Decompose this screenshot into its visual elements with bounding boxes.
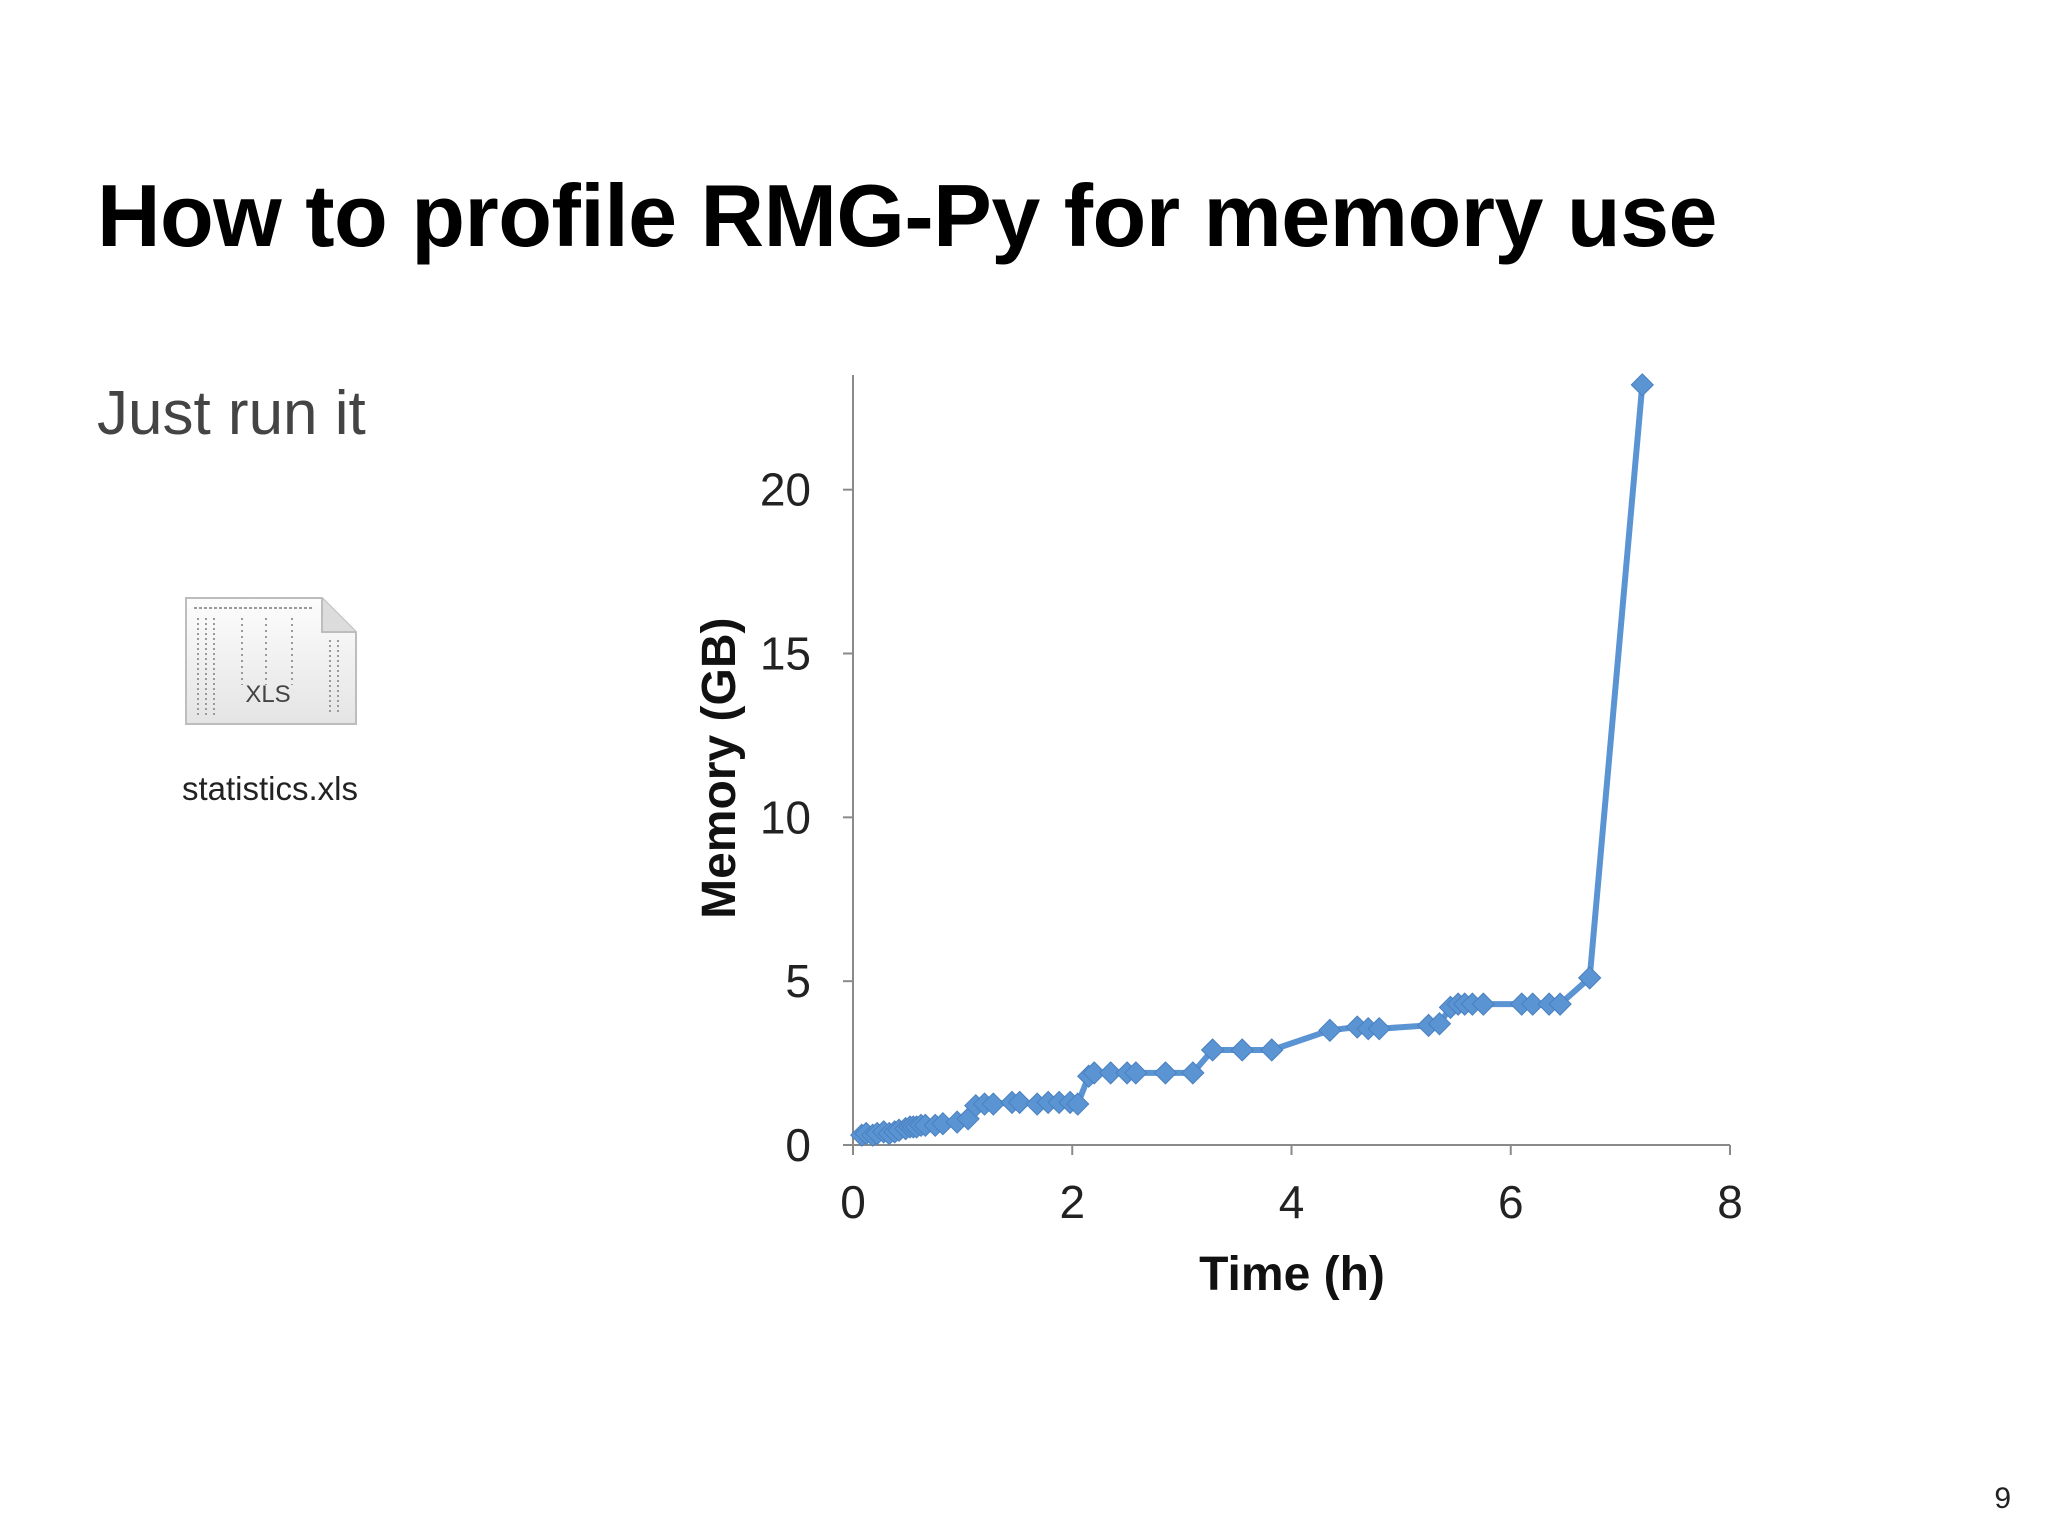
- y-tick-label: 10: [760, 791, 811, 843]
- y-axis-label: Memory (GB): [693, 618, 746, 919]
- data-point: [1153, 1061, 1178, 1085]
- chart-axes: [852, 375, 1730, 1146]
- data-point: [981, 1092, 1006, 1116]
- x-tick-label: 8: [1717, 1176, 1743, 1228]
- slide-title: How to profile RMG-Py for memory use: [97, 166, 1717, 265]
- x-tick-label: 6: [1498, 1176, 1524, 1228]
- page-number: 9: [1994, 1482, 2011, 1515]
- x-tick-label: 4: [1279, 1176, 1305, 1228]
- y-tick-label: 20: [760, 464, 811, 516]
- data-point: [1318, 1018, 1342, 1043]
- chart-series: [850, 373, 1655, 1147]
- data-point: [1230, 1038, 1254, 1062]
- xls-badge: XLS: [245, 681, 290, 708]
- y-tick-label: 0: [785, 1119, 811, 1171]
- xls-file-icon[interactable]: XLS: [180, 590, 360, 740]
- data-point: [1577, 966, 1602, 990]
- series-line: [860, 384, 1646, 1139]
- x-axis-label: Time (h): [1199, 1248, 1385, 1301]
- y-tick-label: 5: [785, 955, 811, 1007]
- file-name-label: statistics.xls: [181, 770, 359, 807]
- x-tick-label: 2: [1059, 1176, 1085, 1228]
- data-point: [1098, 1061, 1123, 1085]
- data-point: [1548, 992, 1572, 1016]
- data-point: [1007, 1090, 1032, 1115]
- x-tick-label: 0: [840, 1176, 866, 1228]
- data-point: [1082, 1061, 1106, 1085]
- chart-ticks: 0 2 4 6 8 0 5 10 15 20: [760, 464, 1743, 1228]
- data-point: [1471, 992, 1496, 1016]
- data-point: [1066, 1092, 1090, 1116]
- data-point: [1630, 373, 1655, 397]
- data-point: [1427, 1012, 1452, 1036]
- data-point: [1200, 1038, 1225, 1062]
- data-point: [1181, 1061, 1205, 1085]
- data-point: [1367, 1016, 1391, 1041]
- data-point: [1260, 1038, 1284, 1062]
- data-point: [1124, 1061, 1148, 1085]
- y-tick-label: 15: [760, 628, 811, 680]
- data-point: [1520, 992, 1545, 1016]
- slide-subtitle: Just run it: [97, 379, 366, 448]
